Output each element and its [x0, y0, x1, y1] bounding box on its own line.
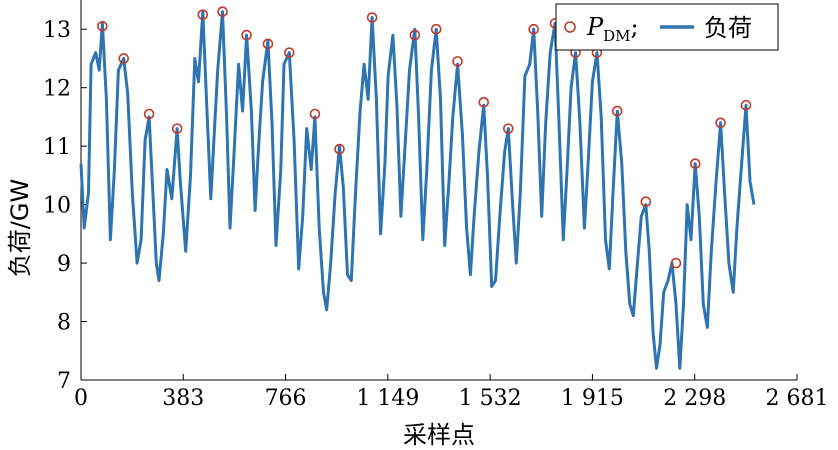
- peak-marker: [670, 257, 682, 269]
- peak-marker: [430, 23, 442, 35]
- y-tick-label: 12: [43, 77, 71, 102]
- peak-marker: [409, 29, 421, 41]
- x-tick-label: 2 298: [663, 386, 726, 411]
- peak-marker: [715, 117, 726, 129]
- peak-marker: [689, 158, 701, 169]
- x-axis-title: 采样点: [403, 421, 475, 449]
- peak-marker: [241, 29, 252, 41]
- y-tick-label: 13: [43, 18, 71, 43]
- y-tick-label: 10: [43, 194, 71, 219]
- y-tick-label: 9: [57, 252, 71, 277]
- peak-marker: [171, 123, 183, 134]
- legend-peak-symbol: P: [586, 13, 604, 41]
- legend-peak-subscript: DM: [603, 27, 630, 45]
- peak-marker: [640, 196, 652, 207]
- x-tick-label: 383: [162, 386, 204, 411]
- plot-area: 0 383 766 1 149 1 532 1 915 2 298 2 681 7 8 9 10 11…: [43, 0, 828, 411]
- peak-marker: [611, 105, 623, 117]
- peak-marker: [452, 56, 463, 67]
- legend-peak-label: PDM;: [586, 13, 639, 45]
- peak-marker: [503, 123, 514, 134]
- load-series-line: [79, 10, 756, 370]
- peak-marker: [197, 9, 209, 20]
- peak-marker: [309, 108, 321, 120]
- peak-markers: [97, 6, 752, 269]
- y-axis-ticks: 7 8 9 10 11 12 13: [43, 18, 87, 394]
- x-tick-label: 2 681: [766, 386, 829, 411]
- x-tick-label: 1 915: [561, 386, 624, 411]
- peak-marker: [118, 53, 130, 64]
- legend-load-label: 负荷: [704, 14, 752, 42]
- y-tick-label: 8: [57, 311, 71, 336]
- peak-marker: [366, 12, 378, 23]
- y-tick-label: 7: [57, 369, 71, 394]
- legend-separator: ;: [631, 13, 639, 41]
- peak-marker: [217, 6, 228, 17]
- peak-marker: [478, 97, 490, 108]
- x-axis-ticks: 0 383 766 1 149 1 532 1 915 2 298 2 681: [74, 374, 828, 411]
- y-tick-label: 11: [43, 135, 71, 160]
- x-tick-label: 1 532: [459, 386, 522, 411]
- legend-peak-marker: [564, 21, 576, 33]
- x-tick-label: 0: [74, 386, 88, 411]
- x-tick-label: 766: [265, 386, 307, 411]
- peak-marker: [284, 47, 295, 58]
- peak-marker: [334, 143, 345, 155]
- peak-marker: [262, 38, 274, 50]
- x-tick-label: 1 149: [356, 386, 419, 411]
- series-layer: [79, 10, 756, 370]
- peak-marker: [97, 21, 108, 32]
- y-axis-title: 负荷/GW: [6, 179, 34, 277]
- peak-marker: [740, 99, 752, 111]
- peak-marker: [528, 23, 539, 35]
- peak-marker: [143, 108, 155, 120]
- legend: PDM; 负荷: [555, 3, 779, 51]
